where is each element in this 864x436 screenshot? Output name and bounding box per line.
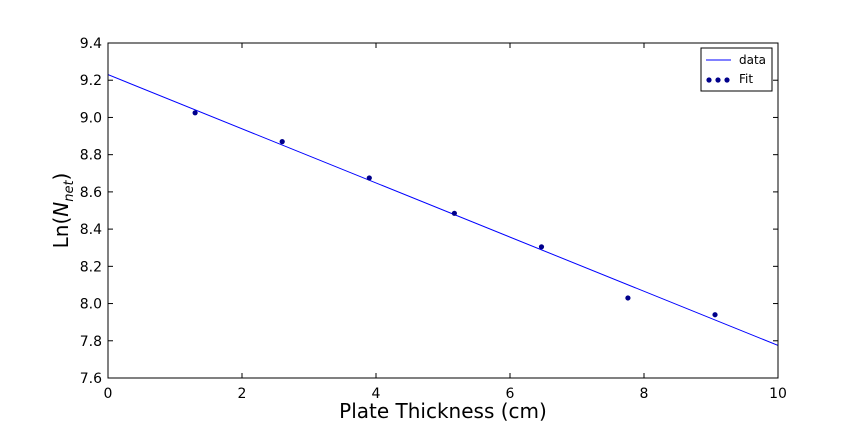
- y-tick-label: 8.2: [80, 259, 102, 275]
- y-tick-label: 8.4: [80, 222, 102, 238]
- x-tick-label: 8: [640, 386, 649, 402]
- x-tick-label: 4: [372, 386, 381, 402]
- data-point: [279, 139, 285, 145]
- y-axis-label: Ln(Nnet): [49, 173, 77, 249]
- x-tick-label: 0: [104, 386, 113, 402]
- y-tick-label: 9.4: [80, 36, 102, 52]
- x-tick-label: 6: [506, 386, 515, 402]
- legend-entry: data: [739, 53, 766, 67]
- y-tick-label: 8.0: [80, 297, 102, 313]
- data-point: [451, 210, 457, 216]
- data-point: [366, 175, 372, 181]
- data-point: [712, 312, 718, 318]
- y-tick-label: 8.8: [80, 148, 102, 164]
- legend-point-marker: [724, 77, 730, 83]
- data-point: [538, 244, 545, 250]
- y-tick-label: 7.6: [80, 371, 102, 387]
- plot-frame: [107, 42, 779, 379]
- legend-point-marker: [706, 77, 712, 83]
- y-tick-label: 9.0: [80, 110, 102, 126]
- series-line-data: [108, 74, 778, 346]
- data-point: [625, 295, 631, 301]
- data-point: [192, 110, 198, 116]
- y-tick-label: 7.8: [80, 334, 102, 350]
- y-tick-label: 9.2: [80, 73, 102, 89]
- legend-entry: Fit: [739, 72, 753, 86]
- x-axis-label: Plate Thickness (cm): [339, 399, 547, 423]
- legend-point-marker: [715, 77, 721, 83]
- legend-box: [700, 47, 773, 92]
- x-tick-label: 2: [238, 386, 247, 402]
- y-tick-label: 8.6: [80, 185, 102, 201]
- x-tick-label: 10: [769, 386, 787, 402]
